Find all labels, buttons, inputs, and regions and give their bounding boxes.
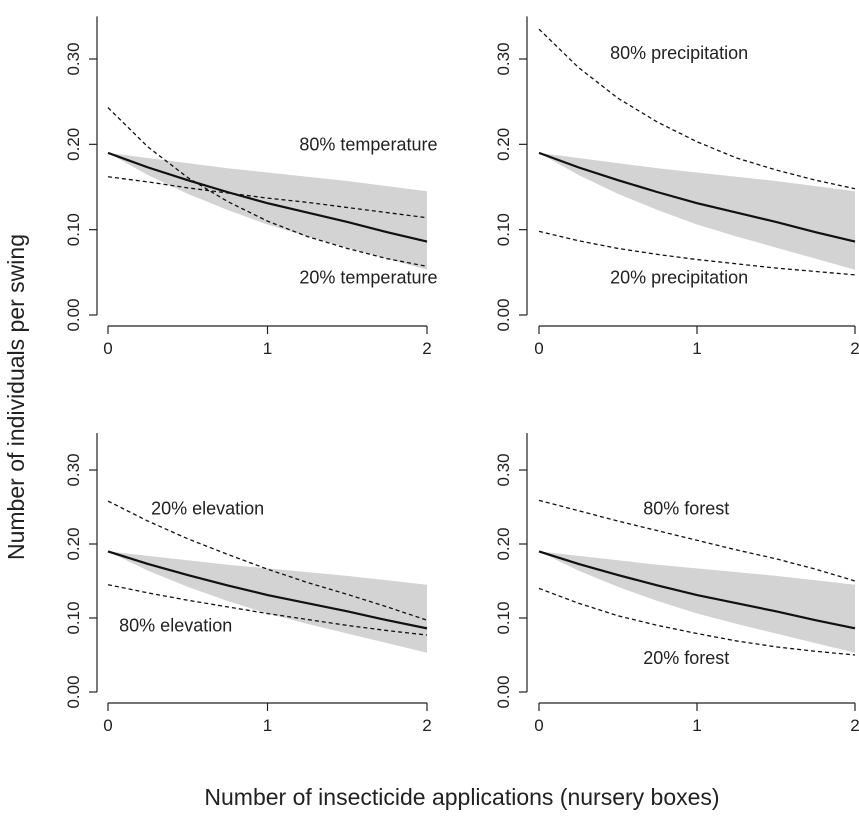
x-tick-label: 0 xyxy=(103,339,112,358)
y-tick-label: 0.30 xyxy=(64,42,83,75)
mean-line xyxy=(107,550,428,630)
x-tick-label: 1 xyxy=(692,339,701,358)
dashed-line xyxy=(107,584,428,636)
y-tick-label: 0.30 xyxy=(494,42,513,75)
x-tick-label: 2 xyxy=(422,339,431,358)
series-annotation: 80% temperature xyxy=(299,134,437,154)
series-annotation: 20% forest xyxy=(643,648,729,668)
x-tick-label: 1 xyxy=(263,716,272,735)
mean-line xyxy=(107,151,428,243)
x-tick-label: 1 xyxy=(263,339,272,358)
y-tick-label: 0.00 xyxy=(494,298,513,331)
x-tick-label: 0 xyxy=(534,716,543,735)
y-tick-label: 0.10 xyxy=(494,601,513,634)
panel-3: 0.00 0.10 0.20 0.30 0 1 2 20% elevation 80% elev… xyxy=(64,433,432,735)
x-tick-label: 0 xyxy=(534,339,543,358)
panel-2: 0.00 0.10 0.20 0.30 0 1 2 80% precipitation 20% … xyxy=(494,16,859,358)
series-annotation: 80% elevation xyxy=(119,615,232,635)
series-annotation: 80% forest xyxy=(643,498,729,518)
series-annotation: 20% elevation xyxy=(151,498,264,518)
y-tick-label: 0.10 xyxy=(494,213,513,246)
x-tick-label: 2 xyxy=(422,716,431,735)
dashed-line xyxy=(538,587,856,656)
y-tick-label: 0.20 xyxy=(64,527,83,560)
dashed-line xyxy=(538,28,856,190)
mean-line xyxy=(538,550,856,630)
dashed-line xyxy=(107,107,428,267)
dashed-line xyxy=(538,499,856,582)
y-tick-label: 0.30 xyxy=(494,453,513,486)
y-axis-label: Number of individuals per swing xyxy=(3,234,29,560)
confidence-band xyxy=(539,152,855,270)
panel-1: 0.00 0.10 0.20 0.30 0 1 2 80% temperature 20% te… xyxy=(64,16,437,358)
x-axis-label: Number of insecticide applications (nurs… xyxy=(204,784,719,810)
x-tick-label: 2 xyxy=(850,339,859,358)
y-tick-label: 0.20 xyxy=(494,527,513,560)
y-tick-label: 0.20 xyxy=(64,128,83,161)
dashed-line xyxy=(538,230,856,276)
panel-4: 0.00 0.10 0.20 0.30 0 1 2 80% forest 20% forest xyxy=(494,433,859,735)
y-tick-label: 0.30 xyxy=(64,453,83,486)
x-tick-label: 2 xyxy=(850,716,859,735)
mean-line xyxy=(538,151,856,243)
series-annotation: 80% precipitation xyxy=(610,43,748,63)
confidence-band xyxy=(108,551,427,653)
x-tick-label: 1 xyxy=(692,716,701,735)
y-tick-label: 0.10 xyxy=(64,601,83,634)
y-tick-label: 0.20 xyxy=(494,128,513,161)
series-annotation: 20% temperature xyxy=(299,267,437,287)
y-tick-label: 0.00 xyxy=(64,675,83,708)
series-annotation: 20% precipitation xyxy=(610,267,748,287)
x-tick-label: 0 xyxy=(103,716,112,735)
confidence-band xyxy=(108,152,427,270)
dashed-line xyxy=(107,176,428,219)
y-tick-label: 0.10 xyxy=(64,213,83,246)
dashed-line xyxy=(107,500,428,621)
y-tick-label: 0.00 xyxy=(494,675,513,708)
y-tick-label: 0.00 xyxy=(64,298,83,331)
confidence-band xyxy=(539,551,855,653)
